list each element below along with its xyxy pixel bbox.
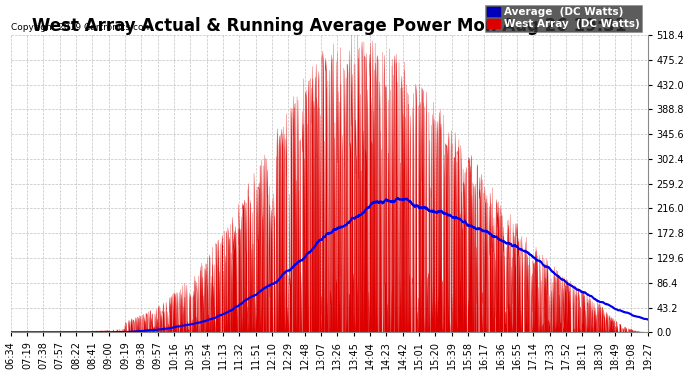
Text: Copyright 2019 Cartronics.com: Copyright 2019 Cartronics.com — [10, 23, 152, 32]
Title: West Array Actual & Running Average Power Mon Aug 26 19:31: West Array Actual & Running Average Powe… — [32, 17, 627, 35]
Legend: Average  (DC Watts), West Array  (DC Watts): Average (DC Watts), West Array (DC Watts… — [484, 4, 642, 32]
